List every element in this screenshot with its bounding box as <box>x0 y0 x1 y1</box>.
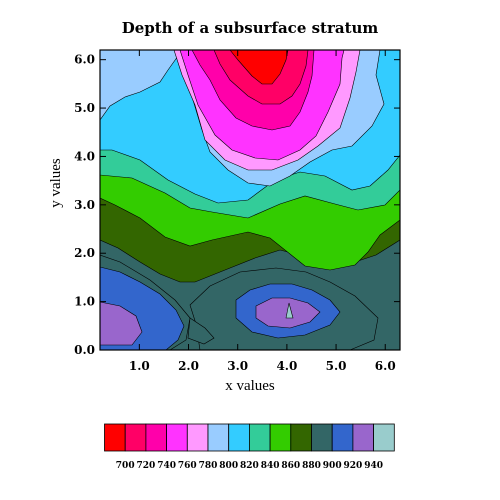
colorbar-label: 860 <box>281 461 300 471</box>
colorbar-label: 900 <box>323 461 342 471</box>
x-tick-label: 3.0 <box>227 359 248 373</box>
x-tick-label: 5.0 <box>326 359 347 373</box>
colorbar-swatch <box>290 423 312 452</box>
colorbar-swatch <box>166 423 188 452</box>
colorbar-swatch <box>186 423 209 452</box>
x-tick-label: 1.0 <box>129 359 150 373</box>
contour-bands <box>100 50 400 350</box>
colorbar-swatch <box>104 423 126 452</box>
colorbar-label: 700 <box>116 461 135 471</box>
band-920-940-west <box>100 301 143 346</box>
colorbar-swatch <box>269 423 292 452</box>
x-axis-label: x values <box>225 378 275 394</box>
colorbar-label: 800 <box>219 461 238 471</box>
colorbar-label: 920 <box>344 461 363 471</box>
colorbar: 700 720 740 760 780 800 820 840 860 880 900 920 940 <box>104 423 395 471</box>
y-tick-label: 5.0 <box>74 101 95 115</box>
colorbar-label: 780 <box>199 461 218 471</box>
y-axis-label: y values <box>48 158 64 208</box>
colorbar-label: 820 <box>240 461 259 471</box>
colorbar-label: 940 <box>364 461 383 471</box>
y-tick-label: 2.0 <box>74 246 95 260</box>
colorbar-swatch <box>228 423 250 452</box>
x-tick-label: 2.0 <box>178 359 199 373</box>
colorbar-swatch <box>352 423 374 452</box>
colorbar-label: 840 <box>261 461 280 471</box>
colorbar-swatch <box>331 423 354 452</box>
axis-ticks: 1.0 2.0 3.0 4.0 5.0 6.0 0.0 1.0 2.0 3.0 4.0 5.0 6.0 <box>74 50 400 373</box>
colorbar-label: 720 <box>137 461 156 471</box>
colorbar-label: 760 <box>178 461 197 471</box>
colorbar-swatch <box>373 423 395 452</box>
colorbar-swatch <box>311 423 333 452</box>
y-tick-label: 0.0 <box>74 343 95 357</box>
y-tick-label: 3.0 <box>74 198 95 212</box>
colorbar-swatch <box>145 423 167 452</box>
colorbar-swatch <box>248 423 271 452</box>
x-tick-label: 6.0 <box>375 359 396 373</box>
y-tick-label: 4.0 <box>74 149 95 163</box>
plot-frame <box>99 49 401 351</box>
colorbar-swatch <box>124 423 147 452</box>
y-tick-label: 1.0 <box>74 295 95 309</box>
chart-title: Depth of a subsurface stratum <box>121 19 379 37</box>
y-tick-label: 6.0 <box>74 53 95 67</box>
band-880-900-sw <box>187 317 215 345</box>
colorbar-label: 740 <box>157 461 176 471</box>
band-above-940 <box>285 302 294 319</box>
colorbar-swatch <box>207 423 230 452</box>
colorbar-label: 880 <box>302 461 321 471</box>
x-tick-label: 4.0 <box>276 359 297 373</box>
